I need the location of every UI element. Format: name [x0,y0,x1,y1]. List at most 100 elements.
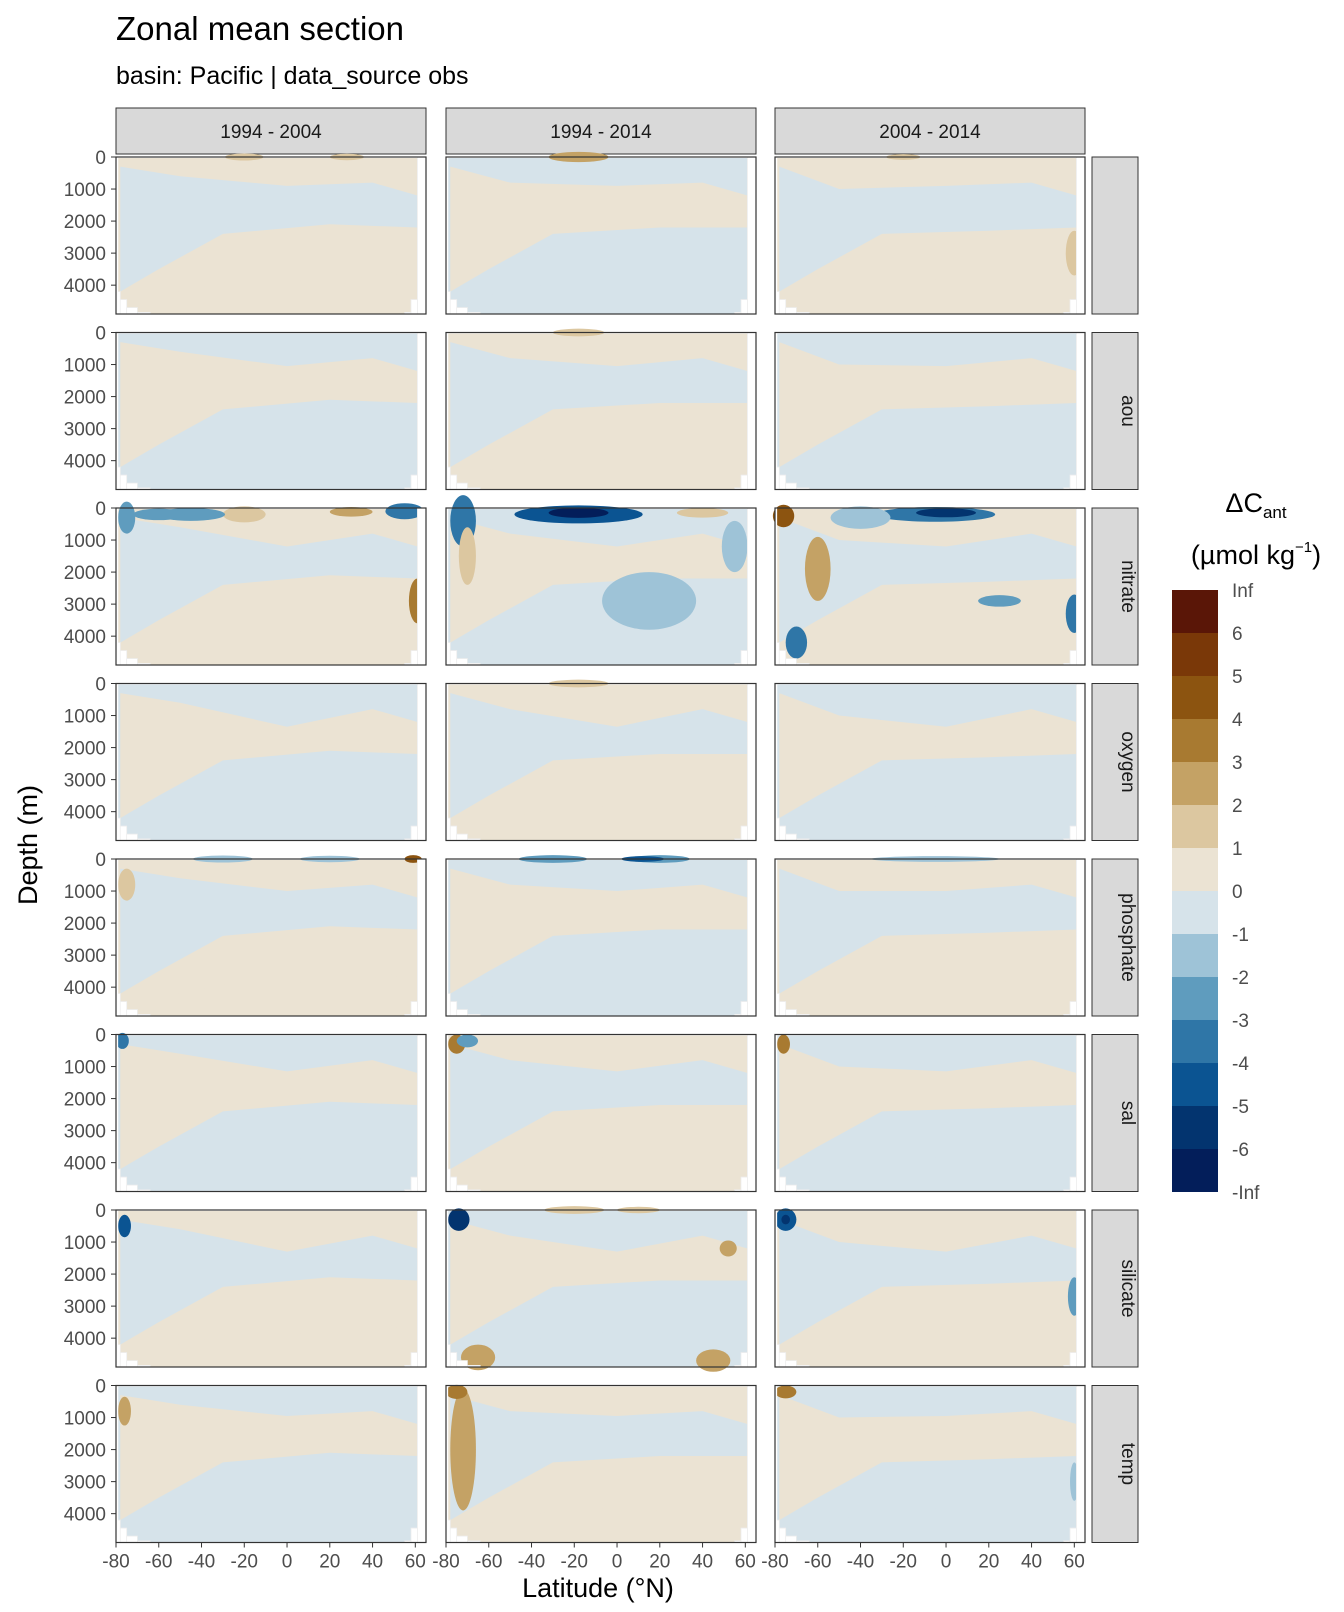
row-strip: nitrate [1091,507,1139,666]
legend-swatch [1172,719,1218,762]
contour-region [450,342,748,468]
missing-data-region [119,1176,128,1192]
contour-region [488,623,748,665]
missing-data-region [119,1352,128,1368]
facet-panel [445,328,757,491]
contour-region [779,693,1077,819]
y-tick-label: 3000 [64,595,106,616]
missing-data-region [778,1176,787,1192]
y-tick-label: 2000 [64,1265,106,1286]
missing-data-region [785,833,797,841]
row-strip-label: temp [1117,1443,1138,1485]
facet-panel [445,679,757,842]
missing-data-region [410,299,418,315]
legend-swatch [1172,848,1218,891]
contour-region [781,1214,790,1225]
contour-region [450,1044,748,1170]
contour-region [450,868,748,994]
legend-swatch [1172,1106,1218,1149]
contour-region [158,272,418,314]
x-tick-label: -20 [890,1552,917,1573]
legend-label: -5 [1232,1097,1249,1118]
missing-data-region [410,474,418,490]
contour-region [158,1500,418,1543]
contour-region [385,503,424,520]
contour-region [158,798,418,841]
contour-region [488,798,748,841]
legend-label: -4 [1232,1054,1249,1075]
x-tick-label: -80 [432,1552,459,1573]
missing-data-region [740,299,748,315]
panel-border [774,1209,1086,1368]
contour-region [118,501,136,534]
facet-panel [115,501,427,666]
facet-panel [445,1384,757,1544]
missing-data-region [740,474,748,490]
missing-data-region [126,1360,138,1368]
missing-data-region [119,825,128,841]
facet-panel [445,151,757,315]
legend-swatch [1172,1063,1218,1106]
missing-data-region [740,650,748,666]
missing-data-region [126,482,138,490]
missing-data-region [417,858,427,1017]
contour-region [817,447,1077,490]
missing-data-region [747,1209,757,1368]
panel-border [115,1209,427,1368]
y-tick-label: 1000 [64,1058,106,1079]
column-strip-label: 2004 - 2014 [879,122,981,143]
missing-data-region [1076,1385,1086,1543]
chart-title: Zonal mean section [116,10,404,47]
missing-data-region [417,1034,427,1192]
missing-data-region [747,1385,757,1543]
legend-swatch [1172,633,1218,676]
contour-region [779,1219,1077,1345]
contour-region [779,868,1077,994]
legend-label: -2 [1232,968,1249,989]
missing-data-region [456,658,468,666]
contour-region [450,693,748,819]
row-strip-label: oxygen [1117,731,1138,792]
row-strip: phosphate [1091,858,1139,1017]
column-strip: 1994 - 2004 [115,107,427,155]
y-tick-label: 4000 [64,1505,106,1526]
missing-data-region [1076,332,1086,490]
contour-region [118,1396,131,1426]
facet-panel [445,855,757,1017]
missing-data-region [119,1001,128,1017]
y-tick-label: 3000 [64,771,106,792]
facet-grid: 1994 - 2004 1994 - 2014 2004 - 2014 aou nitr… [115,107,1139,1544]
missing-data-region [456,1535,468,1543]
missing-data-region [785,1360,797,1368]
missing-data-region [126,1009,138,1017]
missing-data-region [1069,1176,1077,1192]
contour-region [450,1388,476,1511]
color-legend: ΔCant (µmol kg−1) Inf 6 5 4 3 2 1 0 -1 -2 -3 -4 -5 -6 -I… [1172,488,1321,1204]
contour-region [817,1149,1077,1192]
column-strip-label: 1994 - 2014 [550,122,652,143]
legend-label: 5 [1232,667,1243,688]
panel-border [445,682,757,842]
y-tick-label: 0 [95,499,106,520]
missing-data-region [747,1034,757,1192]
contour-region [158,974,418,1016]
column-strip-label: 1994 - 2004 [220,122,322,143]
y-tick-label: 1000 [64,707,106,728]
missing-data-region [417,1385,427,1543]
y-axis: 0 1000 2000 3000 4000 0 1000 2000 3000 4000 0 1000 2… [64,148,116,1526]
missing-data-region [119,474,128,490]
missing-data-region [456,482,468,490]
panel-border [115,1033,427,1193]
facet-panel [115,153,427,315]
missing-data-region [410,825,418,841]
row-strip: sal [1091,1034,1139,1192]
missing-data-region [456,1360,468,1368]
contour-region [817,1325,1077,1367]
legend-label: 1 [1232,839,1243,860]
y-tick-label: 2000 [64,212,106,233]
missing-data-region [740,1527,748,1543]
row-strip-label: silicate [1117,1259,1138,1317]
missing-data-region [449,1001,458,1017]
contour-region [488,974,748,1016]
facet-panel [774,1384,1086,1544]
